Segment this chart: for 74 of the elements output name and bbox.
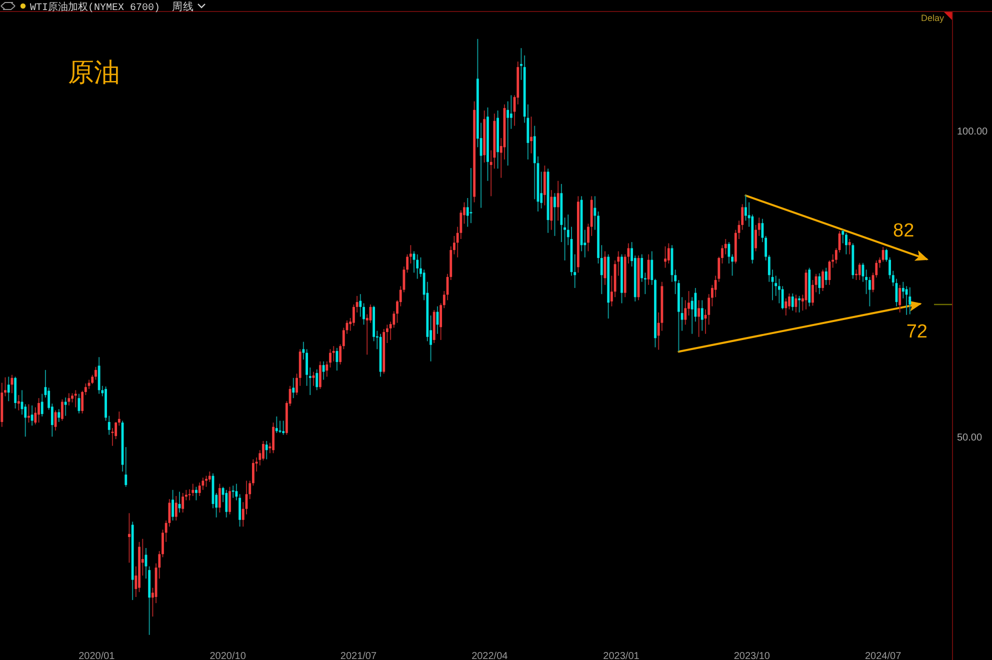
candlestick bbox=[174, 496, 178, 521]
candlestick bbox=[791, 292, 794, 312]
candlestick bbox=[647, 254, 650, 286]
candlestick bbox=[278, 420, 282, 434]
candlestick bbox=[182, 492, 184, 514]
x-tick-label: 2023/10 bbox=[734, 651, 770, 660]
x-tick-label: 2020/10 bbox=[210, 651, 246, 660]
candlestick bbox=[824, 267, 828, 286]
candlestick bbox=[845, 232, 848, 255]
candlestick bbox=[322, 360, 325, 380]
candlestick bbox=[94, 366, 97, 380]
candlestick bbox=[664, 246, 667, 268]
candlestick bbox=[848, 238, 851, 255]
candlestick bbox=[225, 489, 228, 518]
candlestick bbox=[554, 192, 556, 236]
candlestick bbox=[218, 483, 221, 514]
candlestick bbox=[30, 404, 34, 426]
candlestick bbox=[690, 296, 694, 334]
candlestick bbox=[195, 486, 198, 501]
candlestick bbox=[7, 376, 10, 402]
candlestick bbox=[292, 377, 295, 399]
chart-subtitle: 周线 bbox=[172, 0, 194, 13]
x-tick-label: 2023/01 bbox=[603, 651, 640, 660]
candlestick bbox=[510, 94, 512, 130]
candlestick bbox=[34, 406, 37, 425]
x-tick-label: 2024/07 bbox=[865, 651, 902, 660]
candlestick bbox=[698, 300, 700, 338]
candlestick bbox=[700, 300, 704, 332]
y-tick-label: 50.00 bbox=[957, 432, 982, 444]
candlestick bbox=[858, 262, 861, 281]
candlestick bbox=[359, 294, 362, 318]
candlestick bbox=[550, 190, 553, 230]
candlestick bbox=[172, 489, 174, 521]
candlestick bbox=[68, 392, 70, 406]
annotation: 72 bbox=[906, 321, 928, 342]
candlestick bbox=[684, 300, 687, 326]
candlestick bbox=[319, 360, 322, 390]
candlestick bbox=[543, 165, 546, 206]
candlestick bbox=[781, 286, 784, 310]
candlestick bbox=[262, 440, 264, 462]
annotation: 原油 bbox=[68, 57, 120, 87]
candlestick bbox=[128, 512, 130, 564]
y-tick-label: 100.00 bbox=[957, 126, 988, 138]
candlestick bbox=[530, 116, 532, 154]
chart-title: WTI原油加权(NYMEX 6700) bbox=[30, 0, 160, 14]
candlestick bbox=[784, 298, 788, 316]
candlestick bbox=[228, 486, 231, 515]
candlestick bbox=[124, 446, 128, 488]
annotation: Delay bbox=[920, 13, 944, 23]
annotation: 82 bbox=[893, 220, 914, 242]
candlestick bbox=[822, 269, 824, 292]
candlestick bbox=[882, 246, 884, 262]
candlestick bbox=[316, 368, 318, 391]
candlestick bbox=[64, 396, 67, 416]
candlestick bbox=[265, 440, 268, 460]
x-tick-label: 2020/01 bbox=[78, 651, 116, 660]
candlestick bbox=[40, 393, 44, 417]
candlestick bbox=[898, 284, 902, 313]
candlestick bbox=[17, 394, 20, 411]
candlestick bbox=[58, 408, 60, 422]
candlestick bbox=[908, 286, 912, 315]
candlestick bbox=[556, 180, 560, 222]
candlestick bbox=[61, 398, 64, 422]
candlestick bbox=[470, 168, 472, 224]
candlestick bbox=[275, 416, 278, 434]
candlestick bbox=[192, 483, 194, 497]
candlestick bbox=[667, 242, 670, 264]
x-tick-label: 2021/07 bbox=[340, 651, 378, 660]
x-tick-label: 2022/04 bbox=[472, 651, 508, 660]
candlestick bbox=[416, 254, 419, 280]
candlestick bbox=[818, 272, 821, 295]
candlestick bbox=[272, 422, 275, 454]
candlestick bbox=[282, 420, 285, 436]
candlestick bbox=[38, 398, 40, 424]
